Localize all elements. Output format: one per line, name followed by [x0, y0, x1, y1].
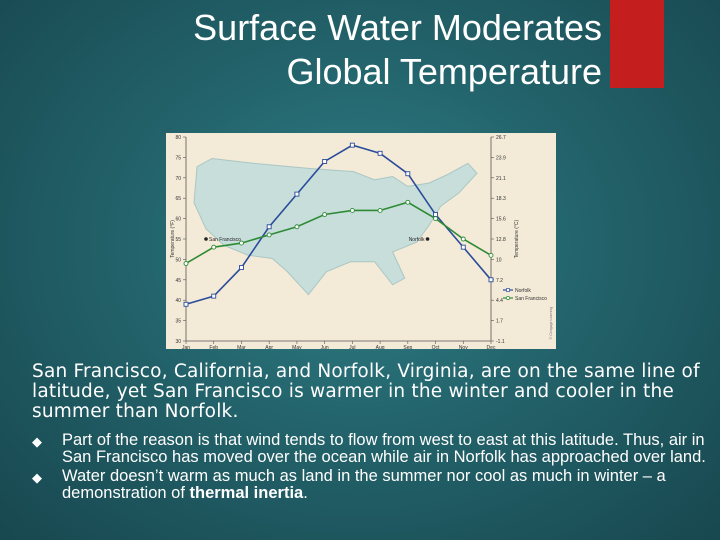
title-line-2: Global Temperature [286, 51, 602, 92]
x-tick-label: Sep [403, 345, 412, 349]
x-tick-label: Aug [376, 345, 385, 349]
chart-svg: 30 -1.1 35 1.7 40 4.4 45 7.2 50 10 55 12.8 60 15.6 65 1… [170, 135, 553, 349]
san-francisco-label: San Francisco [209, 237, 241, 243]
series-line-norfolk [185, 144, 492, 306]
legend-marker [506, 296, 510, 300]
y-tick-label-right: 4.4 [496, 298, 503, 304]
data-point-norfolk [433, 212, 438, 217]
data-point-san-francisco [183, 261, 189, 266]
y-tick-label-left: 60 [175, 217, 181, 223]
data-point-norfolk [211, 293, 217, 299]
y-axis-title-right: Temperature (°C) [514, 219, 520, 258]
y-tick-label-left: 55 [175, 237, 181, 243]
y-tick-label-left: 45 [175, 278, 181, 284]
y-tick-label-right: 18.3 [496, 196, 506, 202]
data-point-norfolk [239, 265, 244, 271]
data-point-norfolk [405, 171, 411, 177]
bullet-item-2: ◆ Water doesn’t warm as much as land in … [32, 468, 712, 501]
y-tick-label-left: 30 [175, 339, 181, 345]
x-tick-label: Jul [349, 345, 355, 349]
san-francisco-dot [204, 237, 208, 241]
bullet-1-text: Part of the reason is that wind tends to… [62, 431, 706, 466]
legend-label: Norfolk [515, 288, 531, 294]
y-tick-label-right: 1.7 [496, 319, 503, 325]
accent-bar [610, 0, 664, 88]
y-axis-title-left: Temperature (°F) [170, 220, 176, 258]
data-point-norfolk [349, 142, 355, 148]
data-point-san-francisco [239, 240, 244, 246]
y-tick-label-left: 50 [175, 257, 181, 263]
y-tick-label-left: 80 [175, 135, 181, 141]
bullet-list: ◆ Part of the reason is that wind tends … [32, 432, 712, 504]
legend-marker [506, 288, 510, 292]
y-tick-label-right: 21.1 [496, 176, 506, 182]
norfolk-label: Norfolk [409, 237, 425, 243]
bullet-2-after: . [303, 483, 308, 502]
y-tick-label-left: 75 [175, 155, 181, 161]
data-point-san-francisco [433, 216, 438, 222]
y-tick-label-left: 40 [175, 298, 181, 304]
series-line-san-francisco [185, 201, 492, 265]
y-tick-label-left: 35 [175, 319, 181, 325]
y-tick-label-left: 70 [175, 176, 181, 182]
data-point-norfolk [266, 224, 272, 230]
x-tick-label: Jun [321, 345, 329, 349]
legend-label: San Francisco [515, 296, 547, 302]
x-tick-label: Nov [459, 345, 468, 349]
data-point-san-francisco [377, 207, 383, 213]
slide-title: Surface Water Moderates Global Temperatu… [82, 6, 602, 94]
data-point-norfolk [488, 277, 494, 283]
x-tick-label: Dec [487, 345, 496, 349]
data-point-san-francisco [460, 236, 466, 242]
y-tick-label-right: -1.1 [496, 339, 505, 345]
x-tick-label: Jan [182, 345, 190, 349]
data-point-san-francisco [405, 199, 411, 205]
data-point-norfolk [377, 150, 383, 156]
data-point-san-francisco [211, 244, 217, 250]
diamond-bullet-icon: ◆ [32, 470, 42, 485]
bullet-2-text: Water doesn’t warm as much as land in th… [62, 467, 666, 502]
y-tick-label-right: 23.9 [496, 155, 506, 161]
x-tick-label: Oct [432, 345, 440, 349]
data-point-norfolk [460, 244, 466, 250]
data-point-san-francisco [294, 224, 300, 230]
data-point-norfolk [322, 159, 328, 164]
temperature-chart: 30 -1.1 35 1.7 40 4.4 45 7.2 50 10 55 12.8 60 15.6 65 1… [166, 133, 556, 349]
norfolk-dot [425, 237, 430, 241]
x-tick-label: Feb [209, 345, 218, 349]
data-point-san-francisco [322, 212, 328, 217]
y-tick-label-right: 15.6 [496, 217, 506, 223]
y-tick-label-right: 7.2 [496, 278, 503, 284]
x-tick-label: May [292, 345, 302, 349]
diamond-bullet-icon: ◆ [32, 434, 42, 449]
title-line-1: Surface Water Moderates [193, 7, 602, 48]
y-tick-label-right: 10 [496, 257, 502, 263]
bullet-2-bold: thermal inertia [189, 483, 304, 502]
data-point-san-francisco [349, 207, 355, 213]
us-map-shape [193, 157, 478, 296]
x-tick-label: Apr [265, 345, 273, 349]
y-tick-label-right: 12.8 [496, 237, 506, 243]
y-tick-label-right: 26.7 [496, 135, 506, 141]
copyright-text: © Cengage Learning [549, 307, 553, 339]
y-tick-label-left: 65 [175, 196, 181, 202]
x-tick-label: Mar [237, 345, 246, 349]
data-point-norfolk [294, 191, 300, 197]
data-point-norfolk [183, 301, 189, 307]
data-point-san-francisco [266, 232, 272, 238]
body-paragraph: San Francisco, California, and Norfolk, … [32, 361, 700, 422]
bullet-item-1: ◆ Part of the reason is that wind tends … [32, 432, 712, 465]
data-point-san-francisco [488, 252, 494, 258]
